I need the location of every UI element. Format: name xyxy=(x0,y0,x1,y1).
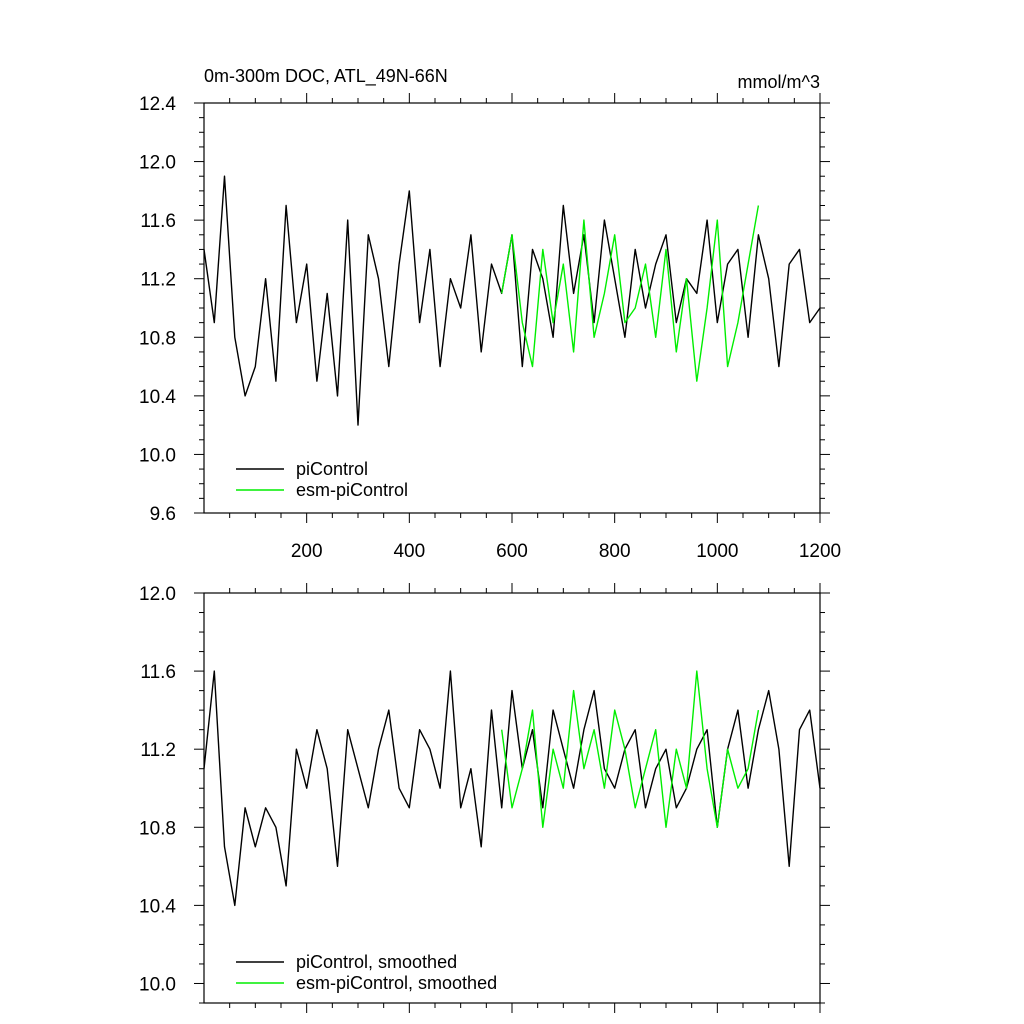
y-tick-label: 11.6 xyxy=(140,662,176,683)
plot-frame-bottom xyxy=(203,592,821,1004)
chart-title: 0m-300m DOC, ATL_49N-66N xyxy=(204,66,448,87)
axis-ticks-bottom xyxy=(194,583,830,1013)
y-tick-label: 10.0 xyxy=(139,445,176,466)
legend-top: piControl esm-piControl xyxy=(236,459,408,500)
x-tick-label: 1200 xyxy=(799,541,841,562)
x-tick-label: 600 xyxy=(496,541,528,562)
series-line-picontrol xyxy=(203,670,821,907)
x-tick-labels-top: 200 400 600 800 1000 1200 xyxy=(291,541,841,562)
y-tick-label: 10.8 xyxy=(139,818,176,839)
y-tick-label: 11.2 xyxy=(140,270,176,291)
y-tick-labels-top: 9.6 10.0 10.4 10.8 11.2 11.6 12.0 12.4 xyxy=(139,94,176,525)
series-line-esm-picontrol xyxy=(501,205,760,382)
legend-label-esm-picontrol-smoothed: esm-piControl, smoothed xyxy=(296,973,497,993)
series-line-esm-picontrol xyxy=(501,670,760,828)
y-tick-label: 9.6 xyxy=(150,504,176,525)
axis-ticks-top xyxy=(194,93,830,523)
y-tick-label: 12.0 xyxy=(139,153,176,174)
y-tick-label: 12.0 xyxy=(139,584,176,605)
legend-label-esm-picontrol: esm-piControl xyxy=(296,480,408,500)
y-tick-label: 10.8 xyxy=(139,328,176,349)
y-tick-label: 10.4 xyxy=(139,387,176,408)
y-tick-labels-bottom: 10.0 10.4 10.8 11.2 11.6 12.0 xyxy=(139,584,176,995)
x-tick-label: 200 xyxy=(291,541,323,562)
panel-top-chart: 0m-300m DOC, ATL_49N-66N mmol/m^3 9.6 10.… xyxy=(139,66,841,562)
plot-frame-top xyxy=(203,102,821,514)
y-tick-label: 10.4 xyxy=(139,896,176,917)
legend-label-picontrol: piControl xyxy=(296,459,368,479)
x-tick-label: 400 xyxy=(393,541,425,562)
y-tick-label: 11.6 xyxy=(140,211,176,232)
series-line-picontrol xyxy=(203,175,821,426)
y-tick-label: 12.4 xyxy=(139,94,176,115)
series-lines-bottom xyxy=(203,670,821,907)
panel-bottom-chart: 10.0 10.4 10.8 11.2 11.6 12.0 piControl, smoo… xyxy=(139,583,830,1013)
units-label: mmol/m^3 xyxy=(738,72,820,92)
x-tick-label: 800 xyxy=(599,541,631,562)
y-tick-label: 11.2 xyxy=(140,740,176,761)
x-tick-label: 1000 xyxy=(696,541,738,562)
legend-label-picontrol-smoothed: piControl, smoothed xyxy=(296,952,457,972)
series-lines-top xyxy=(203,175,821,426)
y-tick-label: 10.0 xyxy=(139,974,176,995)
legend-bottom: piControl, smoothed esm-piControl, smoot… xyxy=(236,952,497,993)
